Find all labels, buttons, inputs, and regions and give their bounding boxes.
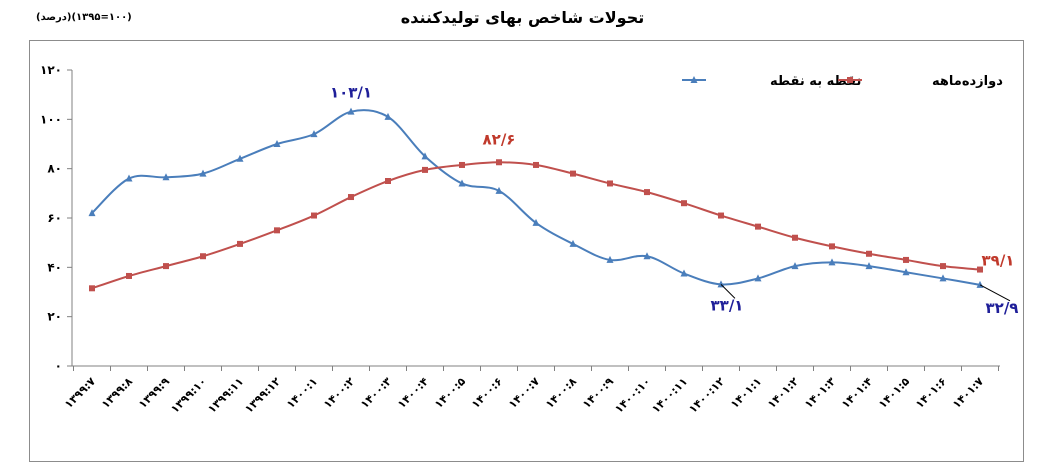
data-point xyxy=(458,179,466,187)
data-point xyxy=(828,258,836,266)
data-point xyxy=(940,263,946,270)
x-tick-label: ۱۴۰۰:۹ xyxy=(580,375,616,411)
data-point xyxy=(311,212,317,219)
annotation-leader xyxy=(720,283,736,299)
data-point xyxy=(718,212,724,219)
y-tick-label: ۱۲۰ xyxy=(40,63,62,77)
annotation-leader xyxy=(979,284,1011,302)
x-tick-label: ۱۴۰۱:۶ xyxy=(913,375,949,411)
x-tick-label: ۱۳۹۹:۱۰ xyxy=(168,375,209,416)
data-point xyxy=(200,253,206,260)
x-tick-label: ۱۴۰۰:۲ xyxy=(321,375,357,411)
data-point xyxy=(606,255,614,263)
data-point xyxy=(644,189,650,196)
x-tick-label: ۱۳۹۹:۱۲ xyxy=(242,375,283,416)
x-tick-label: ۱۴۰۱:۵ xyxy=(876,375,912,411)
data-point xyxy=(347,107,355,115)
data-point xyxy=(495,186,503,194)
data-point xyxy=(89,285,95,292)
legend-marker xyxy=(690,76,698,83)
data-point xyxy=(792,234,798,241)
series-line-1 xyxy=(91,109,981,286)
data-label: ۱۰۳/۱ xyxy=(330,84,372,102)
data-point xyxy=(755,223,761,230)
legend-marker xyxy=(847,77,853,83)
x-tick-label: ۱۴۰۰:۴ xyxy=(395,375,431,411)
chart-title: تحولات شاخص بهای تولیدکننده xyxy=(400,8,645,27)
data-point xyxy=(274,227,280,234)
data-point xyxy=(88,209,96,217)
x-tick-label: ۱۴۰۰:۳ xyxy=(358,375,394,411)
data-point xyxy=(680,269,688,277)
data-label: ۳۹/۱ xyxy=(982,252,1015,270)
x-tick-label: ۱۴۰۰:۱۲ xyxy=(686,375,727,416)
data-point xyxy=(162,173,170,181)
data-point xyxy=(681,200,687,207)
data-point xyxy=(384,112,392,120)
x-tick-label: ۱۳۹۹:۹ xyxy=(136,375,172,411)
data-point xyxy=(902,268,910,276)
data-point xyxy=(977,266,983,273)
base-note: (درصد)(۱۰۰=۱۳۹۵) xyxy=(36,12,132,23)
data-point xyxy=(125,174,133,182)
y-tick-label: ۸۰ xyxy=(47,162,62,176)
data-point xyxy=(791,262,799,270)
data-point xyxy=(829,243,835,250)
data-label: ۸۲/۶ xyxy=(483,130,516,148)
x-tick-label: ۱۴۰۱:۱ xyxy=(728,375,764,411)
x-tick-label: ۱۴۰۰:۵ xyxy=(432,375,468,411)
data-point xyxy=(422,166,428,173)
x-tick-label: ۱۴۰۰:۱ xyxy=(284,375,320,411)
data-point xyxy=(273,140,281,147)
x-tick-label: ۱۴۰۱:۷ xyxy=(950,375,986,411)
x-tick-label: ۱۴۰۱:۳ xyxy=(802,375,838,411)
y-tick-label: ۲۰ xyxy=(47,310,62,324)
data-point xyxy=(496,159,502,166)
data-point xyxy=(348,194,354,201)
y-tick-label: ۱۰۰ xyxy=(40,112,62,126)
x-tick-label: ۱۳۹۹:۱۱ xyxy=(205,375,246,416)
data-point xyxy=(310,130,318,138)
data-point xyxy=(236,154,244,162)
data-point xyxy=(385,178,391,184)
legend-label: نقطه به نقطه xyxy=(770,74,861,89)
x-tick-label: ۱۴۰۱:۴ xyxy=(839,375,875,411)
data-point xyxy=(939,274,947,282)
data-point xyxy=(570,170,576,177)
data-point xyxy=(237,240,243,247)
x-tick-label: ۱۳۹۹:۷ xyxy=(62,375,98,411)
data-label: ۳۳/۱ xyxy=(711,296,744,314)
x-tick-label: ۱۴۰۱:۲ xyxy=(765,375,801,411)
data-point xyxy=(459,161,465,168)
x-tick-label: ۱۴۰۰:۱۱ xyxy=(649,375,690,416)
data-point xyxy=(163,263,169,270)
data-point xyxy=(532,218,540,226)
x-tick-label: ۱۴۰۰:۸ xyxy=(543,375,579,411)
x-tick-label: ۱۴۰۰:۶ xyxy=(469,375,505,411)
x-tick-label: ۱۴۰۰:۷ xyxy=(506,375,542,411)
x-tick-label: ۱۳۹۹:۸ xyxy=(99,375,135,411)
data-point xyxy=(569,239,577,247)
data-point xyxy=(903,256,909,263)
chart-frame xyxy=(29,40,1024,462)
y-tick-label: ۴۰ xyxy=(47,260,62,274)
legend-label: دوازده‌ماهه xyxy=(932,74,1003,89)
x-tick-label: ۱۴۰۰:۱۰ xyxy=(612,375,653,416)
data-label: ۳۲/۹ xyxy=(986,299,1019,317)
data-point xyxy=(533,161,539,168)
data-point xyxy=(199,169,207,177)
data-point xyxy=(865,262,873,270)
data-point xyxy=(754,274,762,282)
data-point xyxy=(421,152,429,160)
data-point xyxy=(126,272,132,279)
data-point xyxy=(866,250,872,257)
data-point xyxy=(643,252,651,260)
y-tick-label: ۶۰ xyxy=(47,211,62,225)
y-tick-label: ۰ xyxy=(55,359,62,373)
data-point xyxy=(607,180,613,187)
